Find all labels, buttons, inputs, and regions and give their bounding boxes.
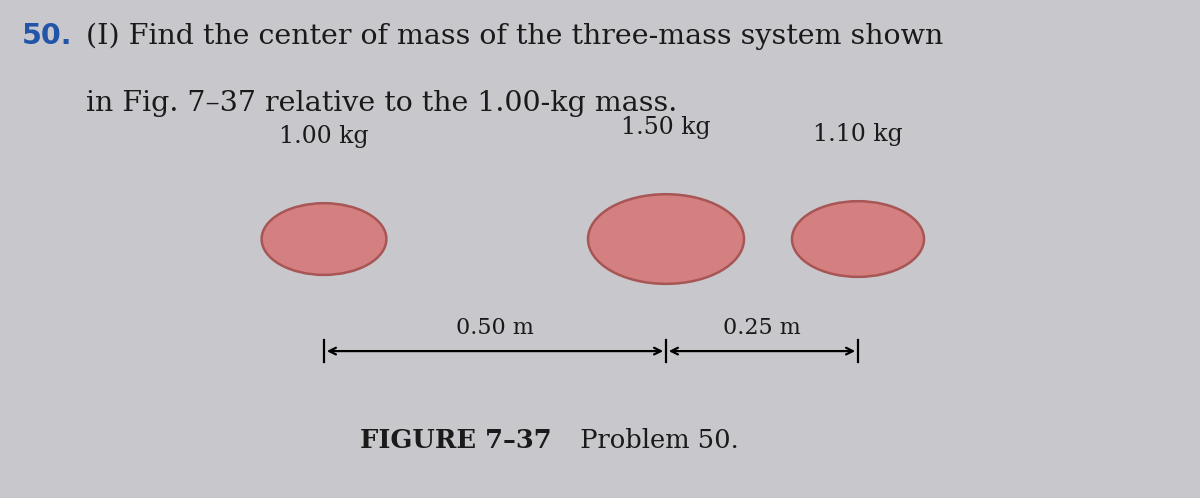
Ellipse shape (588, 194, 744, 284)
Text: 1.50 kg: 1.50 kg (622, 117, 710, 139)
Ellipse shape (262, 203, 386, 275)
Text: 1.10 kg: 1.10 kg (814, 124, 902, 146)
Text: FIGURE 7–37: FIGURE 7–37 (360, 428, 552, 453)
Text: in Fig. 7–37 relative to the 1.00-kg mass.: in Fig. 7–37 relative to the 1.00-kg mas… (86, 90, 678, 117)
Text: 1.00 kg: 1.00 kg (280, 125, 368, 148)
Text: 0.25 m: 0.25 m (724, 317, 800, 339)
Ellipse shape (792, 201, 924, 277)
Text: Problem 50.: Problem 50. (564, 428, 739, 453)
Text: (I) Find the center of mass of the three-mass system shown: (I) Find the center of mass of the three… (86, 22, 943, 50)
Text: 50.: 50. (22, 22, 72, 50)
Text: 0.50 m: 0.50 m (456, 317, 534, 339)
